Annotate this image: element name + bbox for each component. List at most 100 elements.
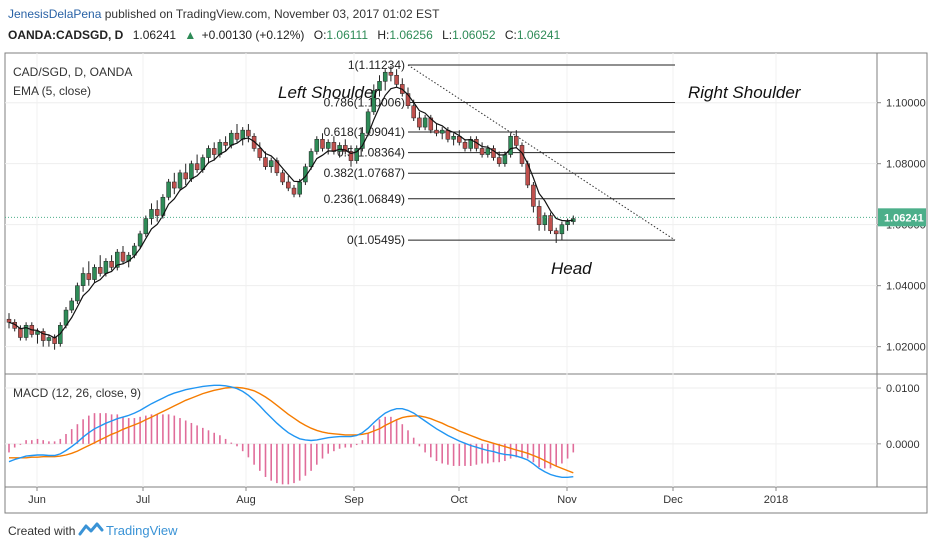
- candle-body: [502, 154, 508, 164]
- macd-histogram-bar: [264, 443, 267, 477]
- macd-histogram-bar: [561, 443, 563, 464]
- tradingview-brand-link[interactable]: TradingView: [106, 523, 178, 538]
- macd-histogram-bar: [316, 443, 318, 465]
- high-value: 1.06256: [389, 28, 433, 42]
- candle-body: [439, 129, 445, 134]
- macd-histogram-bar: [139, 416, 141, 444]
- time-tick-label: Jul: [136, 494, 150, 506]
- macd-pane: 0.0100 0.0000: [5, 383, 920, 485]
- candle-body: [92, 267, 97, 280]
- candle-body: [115, 251, 120, 268]
- candle-body: [69, 300, 74, 311]
- candle-body: [314, 139, 320, 152]
- macd-histogram-bar: [464, 443, 466, 466]
- macd-histogram-bar: [441, 443, 443, 464]
- candle-body: [479, 148, 485, 155]
- macd-histogram-bar: [42, 440, 44, 444]
- candle-body: [229, 132, 234, 146]
- candle-body: [297, 181, 302, 195]
- macd-histogram-bar: [88, 415, 90, 444]
- candle-body: [35, 331, 40, 335]
- macd-histogram-bar: [179, 418, 181, 444]
- macd-histogram-bar: [361, 440, 364, 444]
- macd-histogram-bar: [532, 443, 535, 463]
- macd-histogram-bar: [475, 443, 478, 465]
- macd-histogram-bar: [452, 443, 455, 466]
- time-tick-label: 2018: [764, 494, 788, 506]
- macd-histogram-bar: [259, 443, 261, 471]
- fib-level-label: 0.5(1.08364): [337, 146, 405, 160]
- candle-body: [496, 157, 502, 164]
- candle-body: [531, 184, 536, 207]
- macd-histogram-bar: [162, 414, 164, 444]
- macd-histogram-bar: [19, 443, 22, 445]
- macd-histogram-bar: [276, 443, 278, 484]
- candle-body: [223, 142, 228, 146]
- macd-histogram-bar: [99, 413, 101, 444]
- candle-body: [23, 325, 29, 338]
- macd-histogram-bar: [544, 443, 546, 469]
- candle-body: [86, 273, 92, 280]
- macd-histogram-bar: [350, 443, 352, 448]
- tradingview-logo-icon[interactable]: [78, 522, 104, 536]
- candle-body: [80, 273, 86, 286]
- price-axis[interactable]: 1.100001.080001.060001.040001.020001.062…: [5, 98, 926, 354]
- candle-body: [428, 117, 434, 131]
- macd-tick-label: 0.0100: [886, 383, 920, 395]
- macd-histogram-bar: [373, 425, 375, 444]
- created-with-text: Created with: [8, 524, 75, 538]
- macd-histogram-bar: [213, 432, 215, 444]
- macd-histogram-bar: [407, 430, 409, 444]
- candle-body: [343, 145, 348, 152]
- candle-body: [536, 206, 542, 225]
- time-tick-label: Aug: [236, 494, 256, 506]
- macd-histogram-bar: [173, 415, 176, 444]
- time-axis[interactable]: Jun Jul Aug Sep Oct Nov Dec 2018: [28, 487, 788, 506]
- macd-line: [8, 384, 574, 478]
- macd-histogram-bar: [384, 416, 386, 444]
- price-tick-label: 1.08000: [886, 159, 926, 171]
- macd-histogram-bar: [424, 443, 426, 453]
- time-tick-label: Sep: [344, 494, 364, 506]
- macd-histogram-bar: [430, 443, 432, 458]
- macd-histogram-bar: [355, 443, 358, 446]
- candle-body: [286, 181, 291, 189]
- candle-body: [154, 209, 160, 216]
- left-shoulder-label[interactable]: Left Shoulder: [278, 83, 380, 102]
- close-value: 1.06241: [517, 28, 561, 42]
- low-label: L:: [442, 28, 452, 42]
- macd-histogram-bar: [127, 418, 130, 444]
- candle-body: [445, 129, 451, 140]
- candle-body: [451, 135, 456, 140]
- symbol-label: OANDA:CADSGD, D: [8, 28, 124, 42]
- open-label: O:: [314, 28, 327, 42]
- fib-level-label: 0.382(1.07687): [324, 166, 405, 180]
- candle-body: [149, 209, 154, 219]
- candle-body: [434, 129, 439, 134]
- macd-histogram-bar: [395, 419, 398, 444]
- candle-body: [377, 81, 382, 91]
- macd-histogram-bar: [59, 438, 62, 444]
- head-label[interactable]: Head: [551, 259, 592, 278]
- macd-histogram-bar: [469, 443, 472, 466]
- fib-level-label: 0.786(1.10006): [324, 96, 405, 110]
- candle-body: [411, 105, 416, 119]
- macd-histogram-bar: [555, 443, 557, 466]
- macd-histogram-bar: [344, 443, 347, 448]
- macd-histogram-bar: [76, 424, 79, 444]
- macd-histogram-bar: [207, 430, 210, 444]
- candle-body: [548, 215, 553, 232]
- publisher-user-link[interactable]: JenesisDelaPena: [8, 7, 102, 21]
- macd-histogram-bar: [70, 429, 73, 444]
- candle-body: [217, 142, 223, 155]
- right-shoulder-label[interactable]: Right Shoulder: [688, 83, 802, 102]
- macd-histogram-bar: [481, 443, 483, 464]
- macd-histogram-bar: [13, 443, 16, 448]
- macd-histogram-bar: [48, 441, 50, 444]
- macd-tick-label: 0.0000: [886, 439, 920, 451]
- macd-histogram-bar: [8, 443, 10, 453]
- high-label: H:: [377, 28, 389, 42]
- candle-body: [6, 318, 12, 323]
- macd-histogram-bar: [53, 441, 56, 444]
